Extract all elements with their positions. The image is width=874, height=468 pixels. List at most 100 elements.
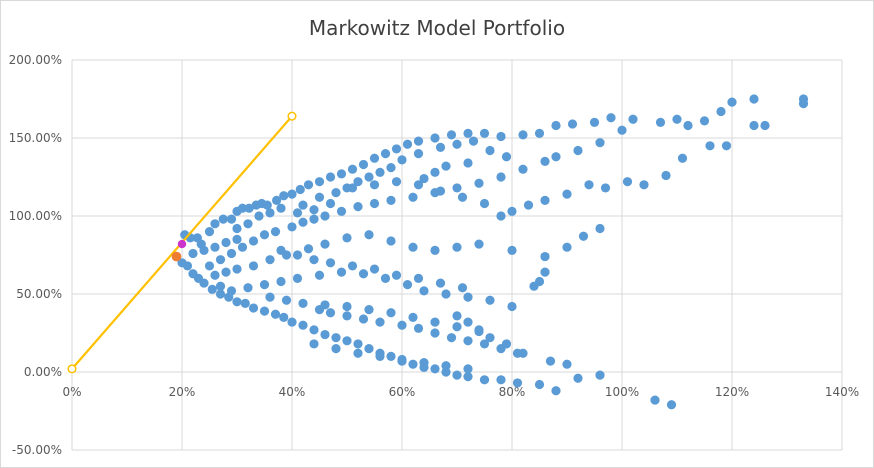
portfolio-point [452,139,462,149]
portfolio-point [408,312,418,322]
portfolio-point [567,119,578,129]
portfolio-point [243,283,253,293]
portfolio-point [798,99,809,109]
portfolio-point [295,184,305,195]
portfolio-point [435,186,446,196]
y-tick-label: 200.00% [9,53,62,67]
portfolio-point [457,192,468,202]
y-tick-label: 100.00% [9,209,62,223]
portfolio-point [441,161,451,171]
portfolio-point [226,286,237,296]
portfolio-point [265,208,275,218]
y-tick-label: 150.00% [9,131,62,145]
portfolio-point [325,308,336,318]
portfolio-point [501,152,512,162]
portfolio-point [270,309,281,319]
portfolio-point [639,180,649,190]
portfolio-point [446,130,457,140]
portfolio-point [232,223,242,234]
portfolio-point [463,364,473,374]
portfolio-point [397,354,407,365]
portfolio-point [232,264,242,274]
portfolio-point [397,320,407,330]
portfolio-point [232,297,242,307]
portfolio-point [325,198,336,209]
portfolio-point [441,289,451,299]
portfolio-point [430,133,440,143]
portfolio-point [276,276,286,287]
portfolio-point [474,239,484,249]
portfolio-point [540,156,550,166]
portfolio-point [336,206,347,216]
portfolio-point [248,303,259,313]
portfolio-point [435,142,446,152]
portfolio-point [534,276,545,287]
portfolio-point [562,359,572,369]
portfolio-point [364,230,374,240]
portfolio-point [244,203,254,213]
portfolio-point [562,242,572,252]
portfolio-point [699,116,710,126]
portfolio-point [474,326,484,337]
portfolio-point [259,230,270,240]
portfolio-point [716,106,726,117]
portfolio-point [270,227,281,237]
portfolio-point [606,113,616,123]
portfolio-point [540,267,550,277]
portfolio-point [419,173,429,184]
x-tick-label: 60% [389,385,416,399]
portfolio-point [628,114,638,124]
portfolio-point [507,245,517,255]
portfolio-point [303,244,314,254]
x-tick-label: 40% [279,385,306,399]
portfolio-point [342,233,352,243]
portfolio-point [386,308,396,318]
portfolio-point [452,311,462,321]
tangency-point [177,239,187,249]
portfolio-point [369,180,380,190]
portfolio-point [430,364,440,374]
portfolio-point [210,219,220,229]
portfolio-point [221,267,231,277]
portfolio-point [479,128,490,138]
portfolio-point [265,292,275,302]
portfolio-point [287,189,297,199]
portfolio-point [721,141,732,151]
portfolio-point [272,195,282,205]
portfolio-point [507,206,517,216]
portfolio-point [545,356,556,366]
portfolio-point [705,141,715,151]
portfolio-point [347,164,358,174]
portfolio-point [369,153,380,163]
portfolio-point [518,130,528,140]
portfolio-point [210,242,220,252]
portfolio-point [259,306,270,316]
portfolio-point [358,314,369,324]
x-tick-label: 80% [499,385,526,399]
portfolio-point [237,203,248,213]
portfolio-point [281,295,292,305]
portfolio-point [452,242,462,252]
portfolio-point [463,292,473,302]
portfolio-point [309,325,319,335]
portfolio-point [215,255,226,265]
portfolio-point [727,97,737,107]
chart-title: Markowitz Model Portfolio [309,16,565,40]
portfolio-point [287,317,297,327]
portfolio-point [358,159,369,170]
portfolio-point [474,178,484,188]
tick-labels: -50.00% 0.00% 50.00% 100.00% 150.00% 200.00% 0… [9,53,860,457]
portfolio-point [391,177,402,187]
portfolio-point [479,375,490,385]
portfolio-point [496,211,506,221]
portfolio-point [430,167,440,177]
portfolio-point [413,180,424,190]
portfolio-point [276,245,286,255]
portfolio-point [320,211,330,221]
portfolio-point [650,395,660,405]
portfolio-point [512,378,523,388]
x-tick-label: 20% [169,385,196,399]
portfolio-point [347,261,358,271]
portfolio-point [485,295,495,305]
